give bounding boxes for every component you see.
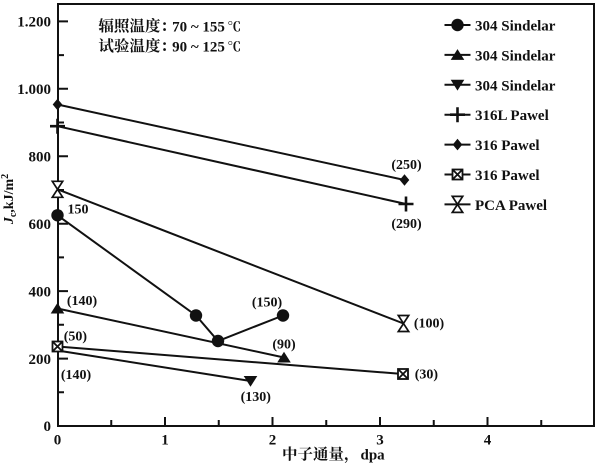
svg-text:70 ~ 155: 70 ~ 155 bbox=[172, 19, 225, 35]
svg-text:90 ~ 125: 90 ~ 125 bbox=[172, 39, 225, 55]
svg-text:(140): (140) bbox=[61, 368, 92, 383]
svg-text:600: 600 bbox=[29, 217, 52, 233]
svg-text:304 Sindelar: 304 Sindelar bbox=[475, 19, 556, 35]
svg-text:3: 3 bbox=[376, 433, 384, 449]
svg-text:1.000: 1.000 bbox=[17, 82, 51, 98]
svg-text:150: 150 bbox=[68, 202, 89, 217]
svg-text:200: 200 bbox=[29, 352, 52, 368]
svg-text:0: 0 bbox=[44, 419, 52, 435]
svg-text:304 Sindelar: 304 Sindelar bbox=[475, 78, 556, 94]
svg-text:Jc,kJ/m2: Jc,kJ/m2 bbox=[0, 174, 19, 225]
svg-text:1.200: 1.200 bbox=[17, 15, 51, 31]
svg-text:4: 4 bbox=[484, 433, 492, 449]
svg-text:304 Sindelar: 304 Sindelar bbox=[475, 48, 556, 64]
svg-text:(250): (250) bbox=[391, 158, 422, 173]
svg-text:400: 400 bbox=[29, 284, 52, 300]
svg-text:(130): (130) bbox=[241, 390, 272, 405]
svg-text:(90): (90) bbox=[272, 337, 296, 352]
svg-text:(100): (100) bbox=[414, 316, 445, 331]
svg-text:0: 0 bbox=[54, 433, 62, 449]
svg-text:316 Pawel: 316 Pawel bbox=[475, 168, 540, 184]
svg-text:1: 1 bbox=[161, 433, 169, 449]
svg-text:(50): (50) bbox=[64, 329, 88, 344]
svg-text:2: 2 bbox=[269, 433, 277, 449]
svg-text:(150): (150) bbox=[252, 295, 283, 310]
svg-text:(290): (290) bbox=[391, 217, 422, 232]
svg-text:(140): (140) bbox=[67, 294, 98, 309]
svg-text:PCA Pawel: PCA Pawel bbox=[475, 198, 547, 214]
svg-text:316 Pawel: 316 Pawel bbox=[475, 138, 540, 154]
svg-text:316L Pawel: 316L Pawel bbox=[475, 108, 549, 124]
svg-text:(30): (30) bbox=[415, 367, 439, 382]
svg-text:dpa: dpa bbox=[361, 448, 386, 464]
svg-text:800: 800 bbox=[29, 149, 52, 165]
